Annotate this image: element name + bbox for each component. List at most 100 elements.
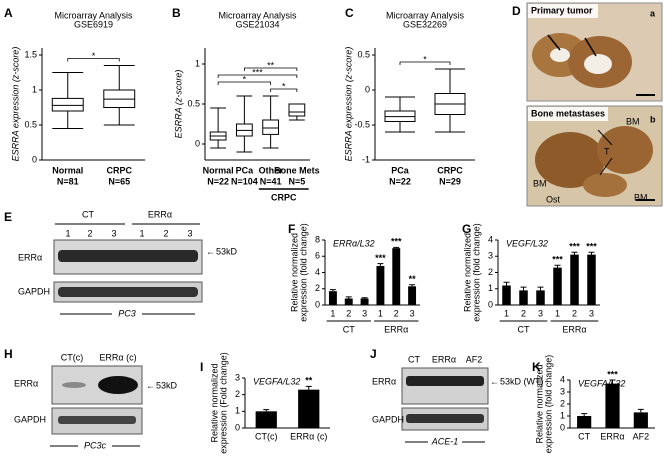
y-tick-label: 6 xyxy=(315,251,320,261)
lane-label: ERRα (c) xyxy=(99,352,136,362)
group-label: ERRα xyxy=(562,324,586,334)
error-bar xyxy=(345,296,352,299)
size-label: 53kD xyxy=(216,246,238,256)
box xyxy=(288,103,306,117)
n-label: N=65 xyxy=(108,176,130,186)
significance-label: * xyxy=(92,51,96,61)
image-tag: b xyxy=(650,114,656,124)
significance-label: *** xyxy=(252,67,263,77)
significance-label: *** xyxy=(586,242,597,252)
row-label: GAPDH xyxy=(372,414,404,424)
x-tick-label: 3 xyxy=(538,308,543,318)
y-tick-label: 1 xyxy=(195,58,200,68)
bar xyxy=(536,290,545,305)
bar xyxy=(587,254,596,305)
box xyxy=(262,119,279,135)
y-tick-label: 4 xyxy=(315,267,320,277)
y-tick-label: 2 xyxy=(315,283,320,293)
y-tick-label: 0.5 xyxy=(357,49,370,59)
bar xyxy=(553,267,562,305)
bar xyxy=(577,416,592,428)
x-tick-label: 3 xyxy=(362,308,367,318)
error-bar xyxy=(377,263,384,266)
x-tick-label: ERRα (c) xyxy=(290,431,327,441)
panel-letter: G xyxy=(462,222,471,236)
chart-title: Microarray Analysis xyxy=(386,10,465,20)
y-axis-label: Relative normalized xyxy=(289,233,299,312)
y-tick-label: 3 xyxy=(560,386,565,396)
chart-title: ERRα/L32 xyxy=(333,238,375,248)
y-tick-label: 0 xyxy=(32,154,37,164)
error-bar xyxy=(503,281,510,286)
lane-label: CT xyxy=(408,354,420,364)
y-tick-label: 2 xyxy=(488,267,493,277)
size-label: ← xyxy=(146,380,155,390)
bar xyxy=(408,286,417,305)
y-tick-label: 0 xyxy=(560,422,565,432)
x-tick-label: 1 xyxy=(555,308,560,318)
chart-subtitle: GSE32269 xyxy=(403,19,447,29)
row-label: ERRα xyxy=(372,376,396,386)
bar xyxy=(255,411,277,428)
y-tick-label: 4 xyxy=(560,374,565,384)
x-tick-label: Bone Mets xyxy=(274,165,320,175)
y-tick-label: 1 xyxy=(235,406,240,416)
lane-label: AF2 xyxy=(466,354,483,364)
y-tick-label: -1 xyxy=(362,154,370,164)
panel-letter: C xyxy=(345,6,354,20)
chart-subtitle: GSE21034 xyxy=(235,19,279,29)
y-tick-label: 1 xyxy=(488,283,493,293)
x-tick-label: 3 xyxy=(589,308,594,318)
micrograph-top: Primary tumor a xyxy=(526,2,663,102)
row-label: GAPDH xyxy=(18,286,50,296)
chart-title: Microarray Analysis xyxy=(218,10,297,20)
row-label: ERRα xyxy=(18,252,42,262)
y-axis-label: ESRRA expression (z-score) xyxy=(10,47,20,162)
cell-line: PC3 xyxy=(118,308,136,318)
bar xyxy=(633,412,648,428)
box xyxy=(51,97,84,112)
bar xyxy=(502,285,511,305)
n-label: N=81 xyxy=(57,176,79,186)
bar xyxy=(570,254,579,305)
error-bar xyxy=(329,289,336,292)
bar xyxy=(328,291,337,305)
image-title: Bone metastases xyxy=(531,108,605,118)
panel-letter: E xyxy=(4,210,12,224)
bar xyxy=(392,248,401,305)
size-label: ← xyxy=(206,246,215,256)
x-tick-label: 2 xyxy=(521,308,526,318)
panel-letter: B xyxy=(172,6,181,20)
x-tick-label: PCa xyxy=(236,165,255,175)
y-tick-label: 1 xyxy=(560,410,565,420)
lane-group: CT xyxy=(82,209,94,219)
x-tick-label: 3 xyxy=(410,308,415,318)
x-tick-label: CRPC xyxy=(106,165,132,175)
size-label: 53kD (WT) xyxy=(500,376,544,386)
error-bar xyxy=(263,409,270,412)
y-axis-label: expression (Fold change) xyxy=(218,352,228,454)
significance-label: ** xyxy=(305,376,313,386)
lane-label: CT(c) xyxy=(61,352,84,362)
panel-letter: A xyxy=(4,6,13,20)
y-tick-label: 0 xyxy=(315,299,320,309)
error-bar xyxy=(554,264,561,268)
blot-h: H CT(c) ERRα (c) ERRα GAPDH ← 53kD PC3c xyxy=(4,347,178,452)
blot-j: J CT ERRα AF2 ERRα GAPDH ← 53kD (WT) ACE… xyxy=(370,347,544,448)
significance-bracket xyxy=(270,88,298,92)
significance-label: *** xyxy=(375,253,386,263)
x-tick-label: 1 xyxy=(504,308,509,318)
lane-label: ERRα xyxy=(432,354,456,364)
y-tick-label: 3 xyxy=(488,251,493,261)
x-tick-label: Normal xyxy=(52,165,83,175)
y-axis-label: Relative normalized xyxy=(534,364,544,443)
error-bar xyxy=(361,297,368,299)
image-tag: a xyxy=(650,8,656,18)
y-tick-label: 2 xyxy=(235,389,240,399)
x-tick-label: Other xyxy=(259,165,284,175)
y-tick-label: 4 xyxy=(488,234,493,244)
size-label: 53kD xyxy=(156,380,178,390)
x-tick-label: CRPC xyxy=(437,165,463,175)
panel-letter: D xyxy=(512,4,521,18)
group-label: CT xyxy=(343,324,355,334)
